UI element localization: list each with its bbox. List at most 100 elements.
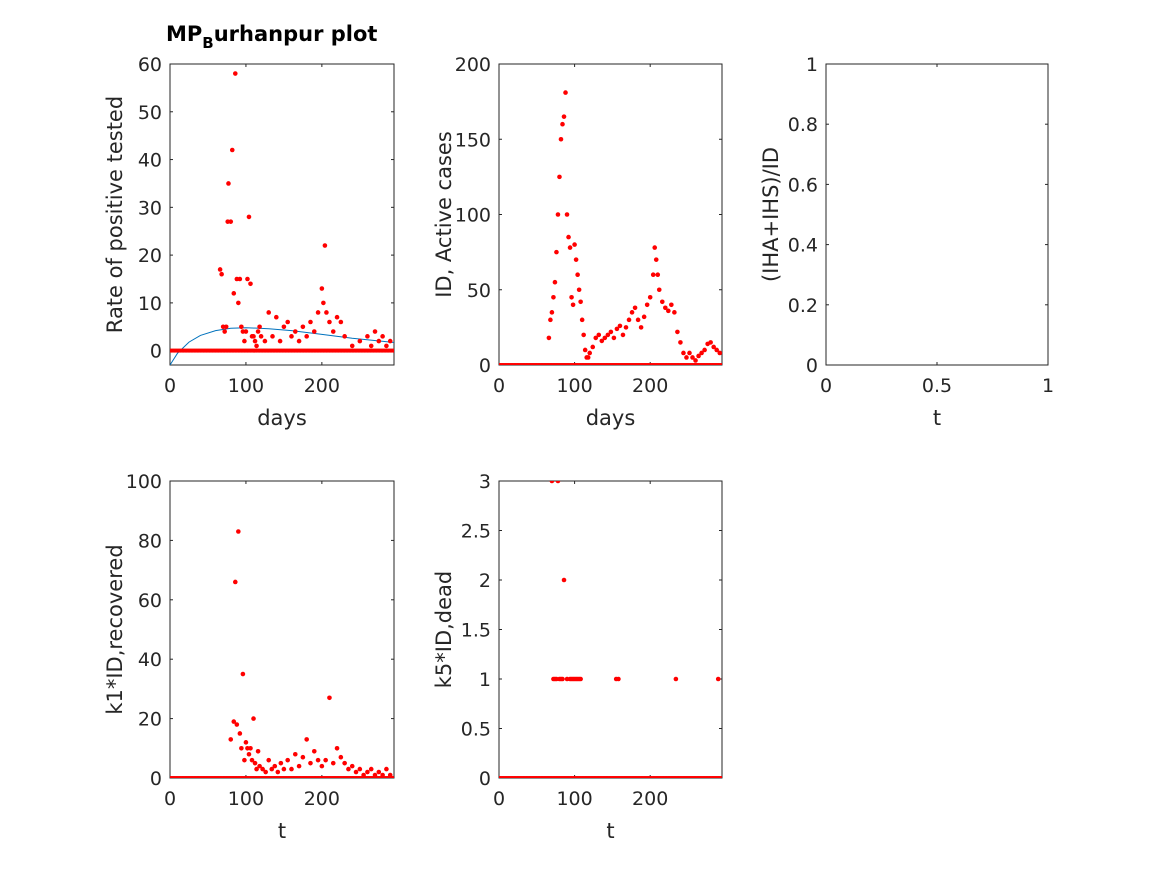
data-point — [285, 319, 290, 325]
data-point — [641, 314, 647, 320]
data-point — [242, 757, 247, 763]
data-point — [228, 737, 234, 742]
data-point — [357, 338, 363, 344]
data-point — [582, 347, 588, 353]
data-point — [655, 272, 661, 278]
data-point — [330, 760, 336, 766]
plot-area — [170, 529, 394, 778]
data-point — [590, 344, 596, 350]
x-tick-label: 200 — [632, 788, 668, 810]
data-point — [242, 338, 247, 344]
x-tick-label: 0 — [820, 375, 832, 397]
data-point — [315, 310, 321, 315]
x-tick-label: 0.5 — [922, 375, 952, 397]
data-point — [578, 299, 583, 305]
x-tick-label: 100 — [228, 788, 264, 810]
data-point — [384, 766, 389, 772]
data-point — [575, 272, 580, 278]
data-point — [663, 305, 668, 311]
y-axis-label: (IHA+IHS)/ID — [759, 147, 783, 282]
data-point — [229, 147, 235, 153]
y-tick-label: 150 — [455, 129, 491, 151]
x-tick-label: 0 — [493, 375, 505, 397]
data-point — [387, 338, 393, 344]
data-point — [323, 757, 328, 763]
data-point — [551, 294, 556, 300]
data-point — [666, 308, 671, 314]
data-point — [555, 481, 561, 484]
data-point — [581, 332, 586, 338]
data-point — [296, 763, 302, 769]
data-point — [281, 324, 287, 330]
y-tick-label: 0.4 — [788, 235, 818, 257]
data-point — [243, 329, 249, 334]
y-tick-label: 40 — [138, 649, 162, 671]
zero-point — [719, 363, 722, 365]
data-point — [255, 748, 261, 754]
data-point — [687, 350, 692, 356]
y-tick-label: 0.2 — [788, 295, 818, 317]
data-point — [602, 335, 608, 341]
x-axis-label: days — [257, 406, 307, 430]
data-point — [560, 121, 565, 127]
data-point — [234, 722, 240, 727]
zero-point — [391, 348, 394, 353]
y-tick-label: 0 — [806, 355, 818, 377]
plot-area — [499, 90, 722, 365]
data-point — [296, 338, 302, 344]
data-point — [319, 763, 325, 769]
x-tick-label: 200 — [632, 375, 668, 397]
data-point — [272, 763, 278, 769]
y-tick-label: 40 — [138, 150, 162, 172]
axes-box — [498, 63, 723, 366]
data-point — [605, 332, 611, 338]
data-point — [620, 332, 626, 338]
data-point — [557, 174, 562, 180]
y-tick-label: 1 — [479, 669, 491, 691]
data-point — [678, 340, 683, 345]
data-point — [563, 90, 568, 95]
y-tick-label: 80 — [138, 530, 162, 552]
x-tick-label: 200 — [304, 375, 340, 397]
data-point — [617, 323, 623, 329]
data-point — [245, 276, 250, 282]
data-point — [308, 760, 313, 766]
data-point — [233, 71, 238, 76]
y-axis-label: Rate of positive tested — [103, 96, 127, 333]
data-point — [573, 257, 579, 262]
data-point — [246, 751, 252, 757]
y-tick-label: 0.6 — [788, 174, 818, 196]
data-point — [567, 245, 573, 250]
data-point — [376, 338, 382, 344]
subplot-active-cases: 0 100 200 0 50 100 150 200 days ID, Active cases — [432, 54, 723, 430]
data-point — [614, 326, 620, 332]
title-subscript: B — [202, 34, 213, 52]
data-point — [252, 338, 258, 344]
data-point — [650, 272, 656, 278]
data-point — [608, 329, 614, 335]
data-point — [549, 310, 555, 315]
data-point — [342, 760, 347, 766]
data-point — [587, 350, 593, 356]
y-tick-label: 50 — [467, 280, 491, 302]
data-point — [353, 769, 359, 775]
data-point — [560, 676, 565, 682]
data-point — [708, 340, 713, 345]
data-point — [623, 325, 629, 330]
data-point — [578, 676, 583, 682]
data-point — [576, 287, 582, 293]
data-point — [632, 305, 638, 311]
title-main: MP — [166, 22, 202, 46]
y-tick-label: 3 — [479, 471, 491, 493]
data-point — [237, 276, 243, 282]
y-tick-label: 0 — [150, 341, 162, 363]
data-point — [251, 716, 256, 721]
data-point — [673, 676, 679, 682]
data-point — [365, 334, 370, 339]
data-point — [231, 719, 237, 724]
x-tick-label: 0 — [493, 788, 505, 810]
data-point — [285, 757, 290, 763]
data-point — [361, 772, 366, 778]
data-point — [681, 350, 686, 356]
data-point — [387, 772, 393, 778]
